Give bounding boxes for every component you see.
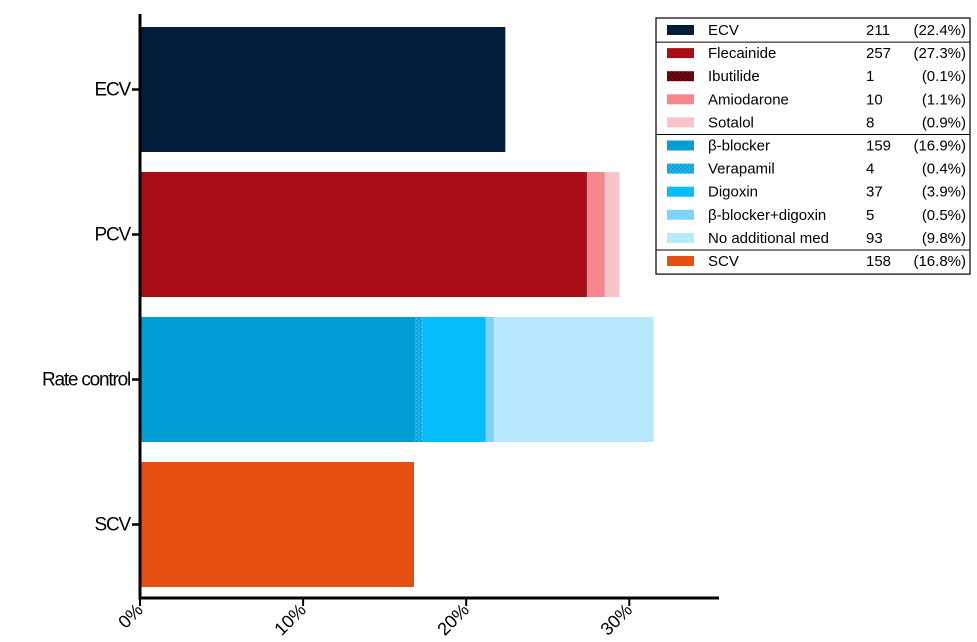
legend-count-sotalol: 8: [866, 114, 874, 131]
legend-count-flecainide: 257: [866, 45, 891, 62]
bar-rate-control-verapamil: [415, 317, 423, 442]
bar-rate-control-no-additional-med: [493, 317, 654, 442]
bar-pcv-flecainide: [140, 172, 586, 297]
bar-rate-control-beta-blocker-digoxin: [485, 317, 494, 442]
legend-pct-scv: (16.8%): [913, 253, 966, 270]
legend-label-amiodarone: Amiodarone: [708, 91, 789, 108]
bar-scv-scv: [140, 462, 415, 587]
legend-label-scv: SCV: [708, 253, 739, 270]
legend-label-digoxin: Digoxin: [708, 184, 758, 201]
x-tick-label-0pct: 0%: [114, 600, 147, 633]
legend-swatch-ecv: [667, 25, 694, 35]
legend-swatch-digoxin: [667, 186, 694, 197]
legend-count-beta-blocker: 159: [866, 138, 891, 155]
legend: ECV 211 (22.4%) Flecainide 257 (27.3%) Ibutili…: [655, 17, 971, 275]
bar-pcv-amiodarone: [586, 172, 605, 297]
legend-count-digoxin: 37: [866, 184, 883, 201]
legend-swatch-flecainide: [667, 48, 694, 59]
y-tick-label-pcv: PCV: [95, 225, 132, 246]
y-tick-label-rate-control: Rate control: [42, 370, 130, 391]
bar-pcv-sotalol: [604, 172, 620, 297]
legend-pct-beta-blocker: (16.9%): [913, 138, 966, 155]
bars-layer: [140, 27, 654, 587]
legend-label-ecv: ECV: [708, 22, 739, 39]
legend-count-no-additional-med: 93: [866, 230, 883, 247]
y-tick-label-ecv: ECV: [95, 80, 132, 101]
legend-count-scv: 158: [866, 253, 891, 270]
legend-count-ibutilide: 1: [866, 68, 874, 85]
legend-pct-ecv: (22.4%): [913, 22, 966, 39]
legend-swatch-no-additional-med: [667, 232, 694, 243]
legend-label-flecainide: Flecainide: [708, 45, 776, 62]
legend-count-ecv: 211: [866, 22, 890, 39]
y-tick-label-scv: SCV: [95, 515, 132, 536]
bar-rate-control-beta-blocker: [140, 317, 416, 442]
legend-box: [655, 17, 971, 275]
legend-pct-ibutilide: (0.1%): [922, 68, 966, 85]
legend-swatch-sotalol: [667, 117, 694, 128]
bar-pcv-ibutilide: [585, 172, 587, 297]
legend-swatch-beta-blocker: [667, 140, 694, 151]
legend-label-beta-blocker: β-blocker: [708, 138, 770, 155]
bar-ecv-ecv: [140, 27, 506, 152]
legend-swatch-beta-blocker-digoxin: [667, 209, 694, 220]
legend-label-verapamil: Verapamil: [708, 161, 775, 178]
legend-swatch-verapamil: [667, 163, 694, 174]
legend-pct-amiodarone: (1.1%): [922, 91, 966, 108]
legend-pct-beta-blocker-digoxin: (0.5%): [922, 207, 966, 224]
legend-label-sotalol: Sotalol: [708, 114, 754, 131]
legend-count-verapamil: 4: [866, 161, 874, 178]
legend-pct-sotalol: (0.9%): [922, 114, 966, 131]
legend-count-beta-blocker-digoxin: 5: [866, 207, 874, 224]
legend-label-no-additional-med: No additional med: [708, 230, 829, 247]
legend-swatch-amiodarone: [667, 94, 694, 105]
legend-pct-no-additional-med: (9.8%): [922, 230, 966, 247]
legend-pct-verapamil: (0.4%): [922, 161, 966, 178]
legend-swatch-ibutilide: [667, 71, 694, 82]
legend-pct-flecainide: (27.3%): [913, 45, 966, 62]
legend-label-ibutilide: Ibutilide: [708, 68, 760, 85]
legend-count-amiodarone: 10: [866, 91, 883, 108]
legend-pct-digoxin: (3.9%): [922, 184, 966, 201]
legend-label-beta-blocker-digoxin: β-blocker+digoxin: [708, 207, 826, 224]
bar-rate-control-digoxin: [422, 317, 486, 442]
legend-swatch-scv: [667, 256, 694, 266]
